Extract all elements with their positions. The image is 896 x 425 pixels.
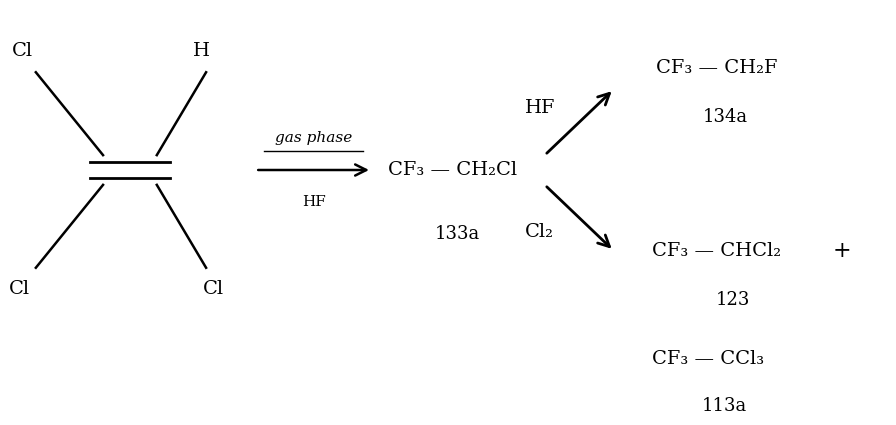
Text: HF: HF (525, 99, 556, 117)
Text: CF₃ — CCl₃: CF₃ — CCl₃ (651, 350, 764, 368)
Text: 113a: 113a (702, 397, 746, 415)
Text: Cl: Cl (9, 280, 30, 298)
Text: CF₃ — CH₂F: CF₃ — CH₂F (656, 59, 778, 77)
Text: H: H (194, 42, 210, 60)
Text: Cl: Cl (202, 280, 224, 298)
Text: Cl: Cl (12, 42, 33, 60)
Text: CF₃ — CHCl₂: CF₃ — CHCl₂ (652, 242, 781, 260)
Text: +: + (833, 240, 851, 262)
Text: gas phase: gas phase (275, 131, 352, 145)
Text: CF₃ — CH₂Cl: CF₃ — CH₂Cl (388, 161, 517, 179)
Text: 134a: 134a (703, 108, 748, 126)
Text: Cl₂: Cl₂ (525, 223, 554, 241)
Text: HF: HF (302, 195, 325, 209)
Text: 133a: 133a (435, 225, 479, 243)
Text: 123: 123 (716, 291, 750, 309)
